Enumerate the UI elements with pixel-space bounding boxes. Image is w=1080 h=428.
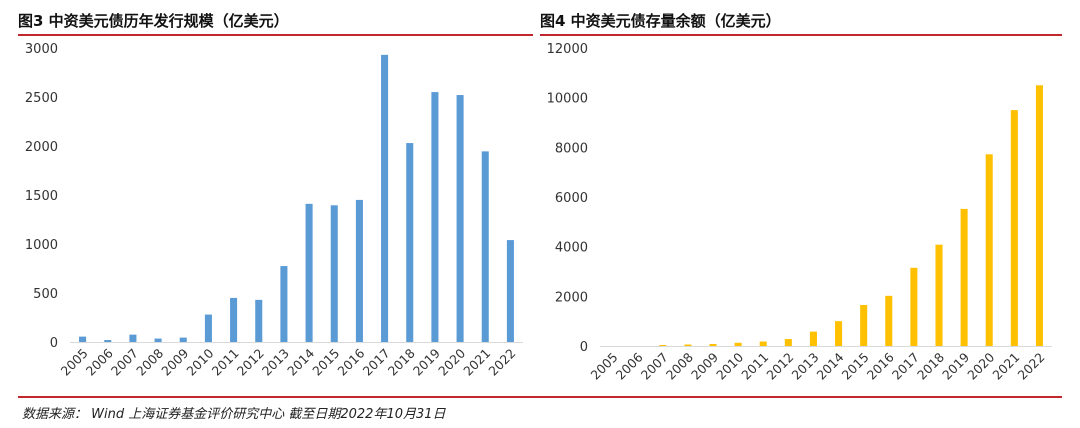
x-tick-label: 2007 <box>638 350 671 383</box>
x-tick-label: 2006 <box>83 345 116 378</box>
bar-2013 <box>809 331 817 346</box>
chart-title-issuance: 图3 中资美元债历年发行规模（亿美元） <box>18 12 289 30</box>
bar-2012 <box>255 299 263 342</box>
x-tick-label: 2012 <box>763 350 796 383</box>
bar-2020 <box>985 154 993 346</box>
bar-2007 <box>659 345 667 346</box>
bar-2011 <box>230 297 238 342</box>
y-tick-label: 1500 <box>25 189 58 204</box>
bar-2018 <box>406 143 414 342</box>
x-tick-label: 2020 <box>964 349 997 382</box>
x-tick-label: 2015 <box>839 350 872 383</box>
y-tick-label: 12000 <box>547 42 588 57</box>
x-tick-label: 2022 <box>485 346 518 379</box>
x-tick-label: 2012 <box>234 346 267 379</box>
x-tick-label: 2019 <box>939 349 972 382</box>
bar-2010 <box>734 342 742 346</box>
title-divider <box>540 34 1062 36</box>
y-tick-label: 4000 <box>555 241 588 256</box>
x-tick-label: 2022 <box>1014 350 1047 383</box>
bar-2021 <box>481 151 489 342</box>
bar-2019 <box>431 92 439 342</box>
x-tick-label: 2010 <box>183 345 216 378</box>
chart-panel-outstanding: 图4 中资美元债存量余额（亿美元） 0 2000 4000 6000 8000 10000… <box>540 0 1062 396</box>
x-tick-label: 2005 <box>58 346 91 379</box>
bar-2017 <box>910 267 918 346</box>
y-tick-label: 1000 <box>25 238 58 253</box>
bar-2007 <box>129 334 137 342</box>
source-note: 数据来源： Wind 上海证券基金评价研究中心 截至日期2022年10月31日 <box>22 407 446 422</box>
source-divider <box>18 396 1062 398</box>
bar-2011 <box>759 341 767 346</box>
y-tick-label: 0 <box>580 340 588 355</box>
x-tick-label: 2008 <box>133 345 166 378</box>
bar-2013 <box>280 266 288 342</box>
x-tick-label: 2014 <box>284 345 317 378</box>
x-tick-label: 2013 <box>788 350 821 383</box>
x-tick-label: 2014 <box>814 349 847 382</box>
x-tick-label: 2017 <box>889 350 922 383</box>
y-tick-label: 2000 <box>25 140 58 155</box>
x-tick-label: 2008 <box>663 349 696 382</box>
x-tick-label: 2016 <box>864 349 897 382</box>
x-tick-label: 2011 <box>209 346 242 379</box>
x-tick-label: 2009 <box>688 349 721 382</box>
bar-2022 <box>506 240 514 342</box>
x-tick-label: 2018 <box>914 349 947 382</box>
x-tick-label: 2015 <box>309 346 342 379</box>
x-tick-label: 2005 <box>588 350 621 383</box>
x-tick-label: 2018 <box>385 345 418 378</box>
x-tick-label: 2017 <box>360 346 393 379</box>
x-tick-label: 2021 <box>989 350 1022 383</box>
x-tick-label: 2013 <box>259 346 292 379</box>
bar-2018 <box>935 244 943 346</box>
bar-2005 <box>79 336 87 342</box>
bar-2014 <box>835 321 843 346</box>
bar-2014 <box>305 203 313 342</box>
bar-2015 <box>330 205 338 342</box>
bar-2022 <box>1035 85 1043 346</box>
bar-2010 <box>204 314 212 342</box>
bar-2006 <box>104 340 112 342</box>
x-tick-label: 2010 <box>713 349 746 382</box>
y-tick-label: 10000 <box>547 92 588 107</box>
bar-2021 <box>1010 110 1018 346</box>
y-tick-label: 0 <box>50 336 58 351</box>
outstanding-bar-chart: 0200040006000800010000120002005200620072… <box>547 42 1052 383</box>
chart-title-outstanding: 图4 中资美元债存量余额（亿美元） <box>540 12 781 30</box>
x-tick-label: 2011 <box>738 350 771 383</box>
bar-2020 <box>456 95 464 342</box>
bar-2016 <box>355 199 363 342</box>
title-divider <box>18 34 533 36</box>
bar-2015 <box>860 305 868 346</box>
x-tick-label: 2019 <box>410 345 443 378</box>
bar-2016 <box>885 295 893 346</box>
y-tick-label: 3000 <box>25 42 58 57</box>
y-tick-label: 500 <box>33 287 58 302</box>
x-tick-label: 2006 <box>613 349 646 382</box>
y-tick-label: 2500 <box>25 91 58 106</box>
x-tick-label: 2020 <box>435 345 468 378</box>
x-tick-label: 2007 <box>108 346 141 379</box>
bar-2019 <box>960 208 968 346</box>
x-tick-label: 2016 <box>334 345 367 378</box>
bar-2008 <box>154 338 162 342</box>
y-tick-label: 2000 <box>555 290 588 305</box>
bar-2009 <box>709 344 717 346</box>
y-tick-label: 6000 <box>555 191 588 206</box>
x-tick-label: 2021 <box>460 346 493 379</box>
y-tick-label: 8000 <box>555 141 588 156</box>
x-tick-label: 2009 <box>158 345 191 378</box>
bar-2009 <box>179 337 187 342</box>
chart-panel-issuance: 图3 中资美元债历年发行规模（亿美元） 0 500 1000 1500 2000 2500… <box>18 0 533 396</box>
bar-2008 <box>684 344 692 346</box>
issuance-bar-chart: 0 500 1000 1500 2000 2500 3000 2005200620072008… <box>25 42 523 379</box>
bar-2012 <box>784 339 792 346</box>
bar-2017 <box>381 54 389 343</box>
